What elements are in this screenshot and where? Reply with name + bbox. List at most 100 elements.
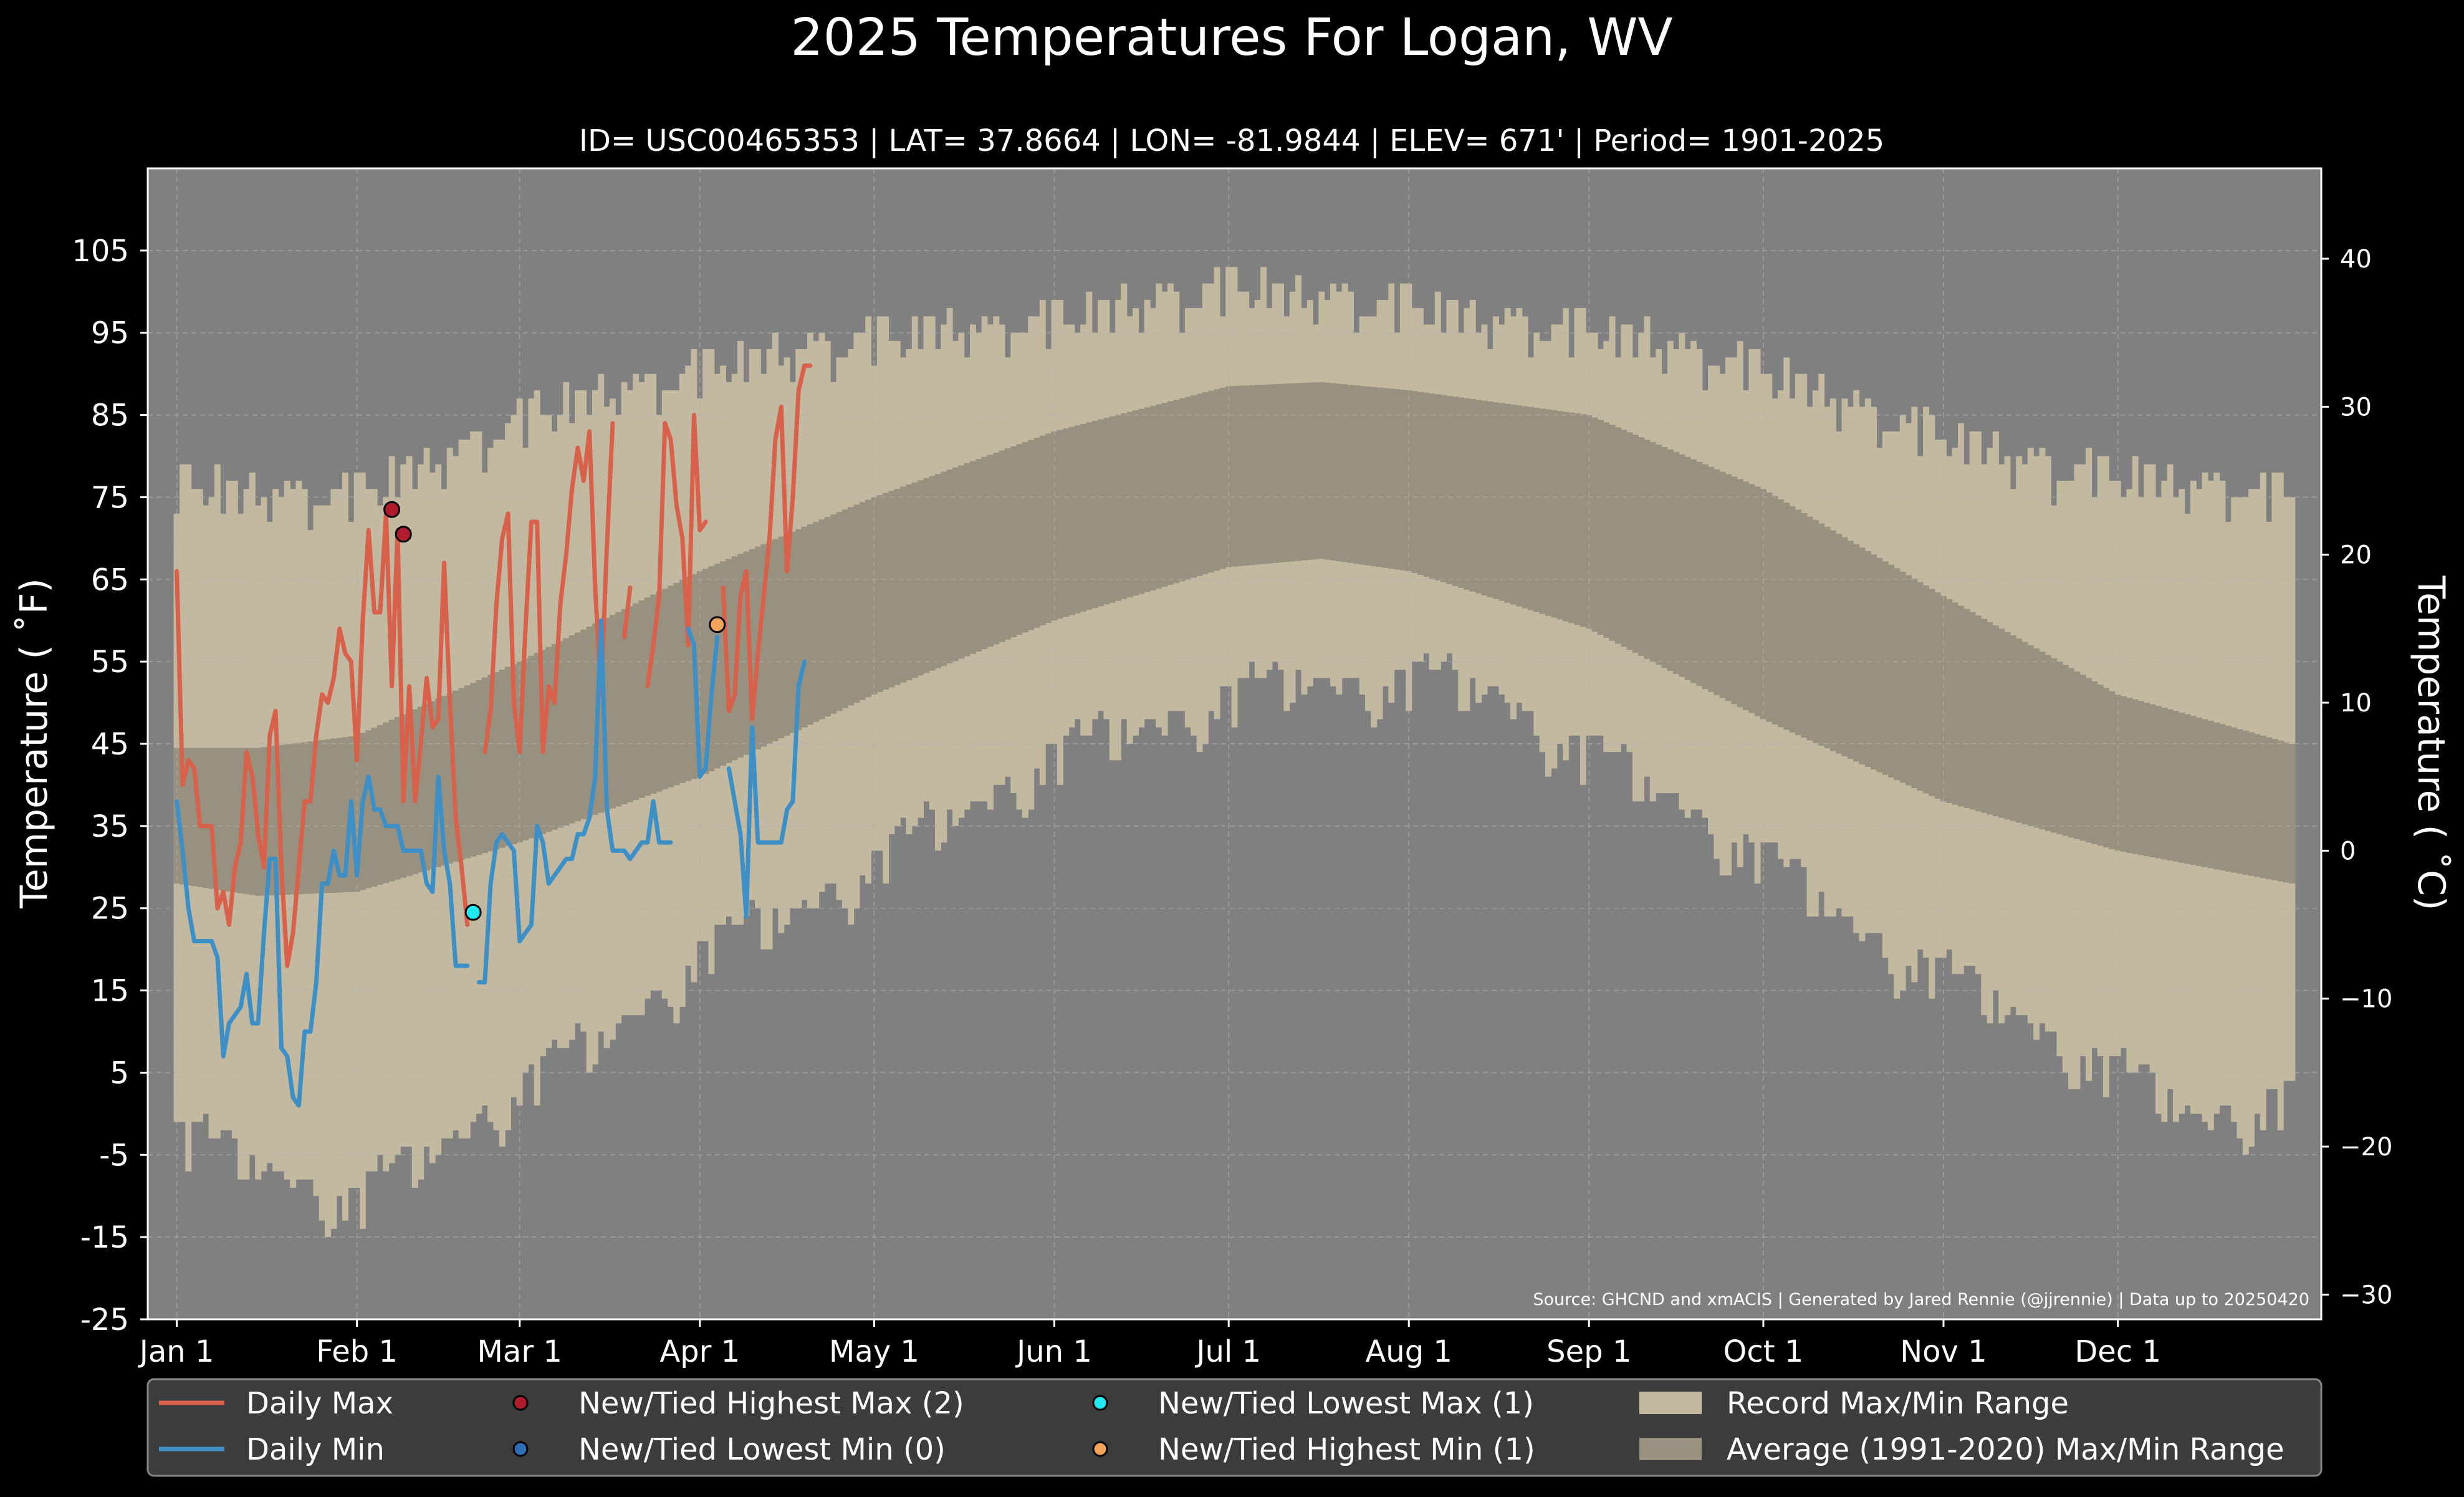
average-range-bar bbox=[952, 467, 959, 662]
average-range-bar bbox=[2045, 655, 2051, 831]
average-range-bar bbox=[789, 531, 796, 733]
average-range-bar bbox=[1911, 579, 1918, 789]
average-range-bar bbox=[325, 739, 331, 893]
average-range-bar bbox=[871, 497, 878, 695]
average-range-bar bbox=[673, 582, 680, 786]
y-tick-label: 25 bbox=[91, 892, 129, 927]
average-range-bar bbox=[987, 455, 994, 647]
average-range-bar bbox=[1022, 441, 1028, 633]
average-range-bar bbox=[1080, 423, 1087, 612]
average-range-bar bbox=[1894, 568, 1901, 781]
average-range-bar bbox=[1469, 399, 1476, 592]
average-range-bar bbox=[307, 741, 314, 894]
average-range-bar bbox=[394, 717, 401, 880]
daily-max-line bbox=[645, 413, 708, 689]
average-range-bar bbox=[2207, 721, 2214, 869]
average-range-bar bbox=[1348, 385, 1354, 563]
average-range-bar bbox=[2266, 737, 2273, 880]
average-range-bar bbox=[1876, 557, 1883, 773]
average-range-bar bbox=[1841, 537, 1848, 756]
average-range-bar bbox=[203, 748, 209, 888]
average-range-bar bbox=[1614, 427, 1621, 644]
average-range-bar bbox=[388, 720, 395, 882]
average-range-bar bbox=[1562, 412, 1569, 622]
average-range-bar bbox=[1341, 384, 1348, 562]
average-range-bar bbox=[1138, 408, 1145, 594]
y-tick-label: -15 bbox=[80, 1220, 129, 1255]
legend-label: New/Tied Lowest Max (1) bbox=[1158, 1386, 1534, 1421]
average-range-bar bbox=[580, 629, 587, 819]
average-range-bar bbox=[1289, 383, 1296, 562]
average-range-bar bbox=[766, 541, 773, 744]
average-range-bar bbox=[1376, 387, 1383, 567]
average-range-bar bbox=[1504, 403, 1511, 603]
average-range-bar bbox=[1649, 442, 1656, 662]
average-range-bar bbox=[2184, 714, 2191, 864]
average-range-bar bbox=[1498, 403, 1505, 601]
average-range-bar bbox=[941, 471, 947, 666]
average-range-bar bbox=[650, 594, 657, 794]
average-range-bar bbox=[1254, 385, 1261, 565]
average-range-bar bbox=[883, 493, 889, 690]
average-range-bar bbox=[481, 677, 488, 854]
average-range-bar bbox=[911, 482, 918, 678]
average-range-bar bbox=[290, 743, 297, 895]
average-range-bar bbox=[2283, 742, 2290, 883]
average-range-bar bbox=[2033, 648, 2040, 828]
average-range-bar bbox=[2010, 635, 2016, 821]
average-range-bar bbox=[342, 737, 348, 893]
average-range-bar bbox=[1103, 418, 1110, 605]
average-range-bar bbox=[1016, 444, 1023, 635]
average-range-bar bbox=[836, 512, 843, 711]
average-range-bar bbox=[1836, 534, 1843, 754]
average-range-bar bbox=[330, 738, 337, 893]
average-range-bar bbox=[1406, 390, 1412, 572]
average-range-bar bbox=[1219, 387, 1226, 569]
average-range-bar bbox=[2138, 701, 2144, 855]
daily-max-line bbox=[721, 363, 813, 721]
average-range-bar bbox=[964, 463, 971, 657]
average-range-bar bbox=[1033, 438, 1040, 628]
average-range-bar bbox=[1184, 397, 1191, 580]
average-range-bar bbox=[1591, 417, 1598, 632]
y-tick-label: 35 bbox=[91, 809, 129, 844]
average-range-bar bbox=[1441, 395, 1447, 582]
average-range-bar bbox=[1957, 605, 1964, 807]
x-tick-label: Mar 1 bbox=[477, 1334, 562, 1369]
average-range-bar bbox=[1760, 489, 1767, 720]
average-range-bar bbox=[1597, 420, 1604, 635]
average-range-bar bbox=[824, 517, 831, 717]
average-range-bar bbox=[1859, 547, 1866, 764]
average-range-bar bbox=[1260, 384, 1267, 564]
y-tick-label: 85 bbox=[91, 398, 129, 433]
x-tick-label: Jan 1 bbox=[138, 1334, 214, 1369]
average-range-bar bbox=[1673, 451, 1680, 674]
average-range-bar bbox=[1871, 554, 1877, 770]
y2-tick-label: 0 bbox=[2340, 837, 2356, 865]
average-range-bar bbox=[1748, 484, 1755, 713]
average-range-bar bbox=[1899, 571, 1906, 783]
average-range-bar bbox=[2021, 642, 2028, 825]
average-range-bar bbox=[418, 706, 424, 873]
average-range-bar bbox=[1568, 412, 1575, 623]
average-range-bar bbox=[1283, 383, 1290, 562]
average-range-bar bbox=[1434, 394, 1441, 580]
average-range-bar bbox=[2079, 675, 2086, 841]
average-range-bar bbox=[1301, 383, 1308, 561]
average-range-bar bbox=[1423, 392, 1430, 577]
average-range-bar bbox=[841, 509, 848, 708]
average-range-bar bbox=[1133, 410, 1139, 596]
chart-title: 2025 Temperatures For Logan, WV bbox=[790, 8, 1672, 67]
average-range-bar bbox=[923, 478, 930, 673]
average-range-bar bbox=[441, 696, 448, 865]
average-range-bar bbox=[1388, 388, 1395, 569]
average-range-bar bbox=[2219, 724, 2226, 871]
average-range-bar bbox=[1126, 412, 1133, 598]
average-range-bar bbox=[522, 658, 529, 840]
average-range-bar bbox=[586, 626, 593, 817]
average-range-bar bbox=[1923, 585, 1929, 794]
average-range-bar bbox=[2149, 704, 2156, 857]
average-range-bar bbox=[1028, 440, 1035, 630]
average-range-bar bbox=[1661, 446, 1668, 668]
average-range-bar bbox=[214, 748, 221, 890]
